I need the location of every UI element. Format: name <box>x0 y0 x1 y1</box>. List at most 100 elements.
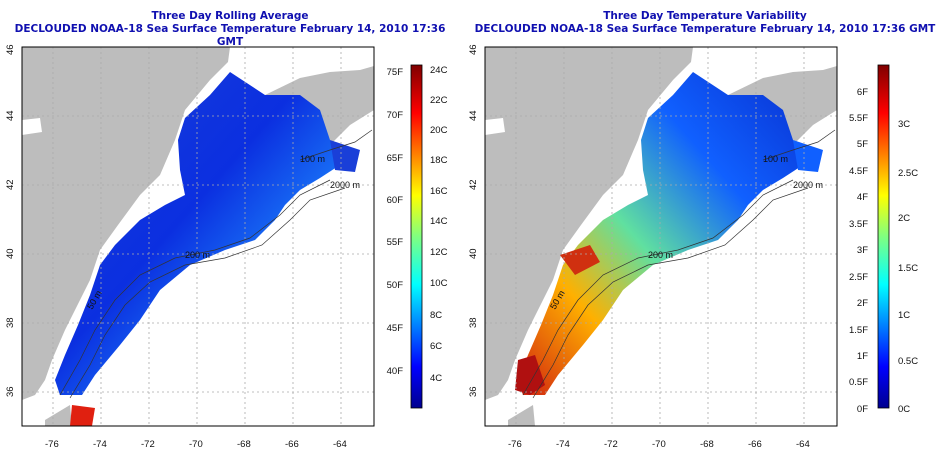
left-contour-label-2000m: 2000 m <box>330 180 360 190</box>
left-colorbar-fahrenheit-labels: 75F 70F 65F 60F 55F 50F 45F 40F <box>387 67 404 377</box>
left-lon-tick: -68 <box>237 439 251 450</box>
right-f-label: 2F <box>857 298 868 309</box>
left-c-label: 6C <box>430 341 442 352</box>
right-colorbar-celsius-labels: 3C 2.5C 2C 1.5C 1C 0.5C 0C <box>898 119 918 415</box>
right-c-label: 0C <box>898 404 910 415</box>
right-map-frame <box>484 46 838 427</box>
right-colorbar-gradient <box>877 64 890 409</box>
left-lat-tick: 36 <box>5 386 16 397</box>
left-lon-tick: -66 <box>285 439 299 450</box>
left-lat-tick: 46 <box>5 44 16 55</box>
right-contour-label-2000m: 2000 m <box>793 180 823 190</box>
left-map-graticule <box>22 47 374 426</box>
right-contour-label-100m: 100 m <box>763 154 788 164</box>
left-title-line1: Three Day Rolling Average <box>151 10 309 22</box>
right-f-label: 4F <box>857 192 868 203</box>
right-f-label: 2.5F <box>849 272 868 283</box>
left-c-label: 10C <box>430 278 448 289</box>
right-map-landmass-nova-scotia <box>728 66 837 148</box>
right-lat-tick: 44 <box>468 110 479 121</box>
right-map-panel: 200 m 100 m 2000 m 50 m -76 -74 -72 -70 … <box>468 44 838 450</box>
left-c-label: 24C <box>430 65 448 76</box>
left-map-landmass-capes <box>45 405 72 426</box>
left-map-warm-patch <box>70 405 95 426</box>
right-c-label: 0.5C <box>898 356 918 367</box>
right-map-landmass-us <box>485 47 693 400</box>
right-map-variability-scotian <box>793 140 823 172</box>
right-title-line1: Three Day Temperature Variability <box>603 10 807 22</box>
right-f-label: 0F <box>857 404 868 415</box>
left-lon-tick: -72 <box>141 439 155 450</box>
left-map-title: Three Day Rolling Average DECLOUDED NOAA… <box>0 10 460 49</box>
left-f-label: 75F <box>387 67 404 78</box>
right-map-hot-patch <box>560 245 600 275</box>
left-contour-label-100m: 100 m <box>300 154 325 164</box>
right-c-label: 3C <box>898 119 910 130</box>
left-map-sst-scotian <box>330 140 360 172</box>
left-lon-tick: -74 <box>93 439 107 450</box>
left-map-panel: 200 m 100 m 2000 m 50 m -76 -74 -72 -70 … <box>5 44 375 450</box>
right-lon-tick: -68 <box>700 439 714 450</box>
right-lon-tick: -66 <box>748 439 762 450</box>
right-map-bay <box>485 118 505 135</box>
right-map-lon-ticks: -76 -74 -72 -70 -68 -66 -64 <box>508 439 810 450</box>
left-c-label: 14C <box>430 216 448 227</box>
right-map-variability-field <box>518 72 803 395</box>
left-title-line2: DECLOUDED NOAA-18 Sea Surface Temperatur… <box>14 23 446 48</box>
left-contour-label-200m: 200 m <box>185 250 210 260</box>
right-c-label: 1.5C <box>898 263 918 274</box>
left-f-label: 40F <box>387 366 404 377</box>
right-title-line2: DECLOUDED NOAA-18 Sea Surface Temperatur… <box>474 23 936 35</box>
right-map-depth-contours <box>522 129 836 399</box>
left-f-label: 60F <box>387 195 404 206</box>
right-map-hot-patch <box>515 355 545 395</box>
left-lat-tick: 40 <box>5 248 16 259</box>
left-map-lon-ticks: -76 -74 -72 -70 -68 -66 -64 <box>45 439 347 450</box>
right-map-lat-ticks: 36 38 40 42 44 46 <box>468 44 479 397</box>
left-f-label: 55F <box>387 237 404 248</box>
right-map-title: Three Day Temperature Variability DECLOU… <box>460 10 950 36</box>
left-lon-tick: -70 <box>189 439 203 450</box>
right-colorbar: 6F 5.5F 5F 4.5F 4F 3.5F 3F 2.5F 2F 1.5F … <box>849 64 918 415</box>
right-f-label: 5.5F <box>849 113 868 124</box>
right-f-label: 5F <box>857 139 868 150</box>
left-lat-tick: 44 <box>5 110 16 121</box>
right-lon-tick: -76 <box>508 439 522 450</box>
right-lon-tick: -70 <box>652 439 666 450</box>
left-map-landmass-us <box>22 47 230 400</box>
right-lat-tick: 38 <box>468 317 479 328</box>
left-map-bay <box>22 118 42 135</box>
left-map-landmass-nova-scotia <box>265 66 374 148</box>
left-c-label: 16C <box>430 186 448 197</box>
left-c-label: 8C <box>430 310 442 321</box>
right-map-graticule <box>485 47 837 426</box>
left-map-sst-field <box>55 72 340 395</box>
right-lat-tick: 40 <box>468 248 479 259</box>
left-lon-tick: -64 <box>333 439 347 450</box>
left-c-label: 12C <box>430 247 448 258</box>
right-lon-tick: -72 <box>604 439 618 450</box>
left-colorbar: 75F 70F 65F 60F 55F 50F 45F 40F 24C 22C … <box>387 64 448 409</box>
left-c-label: 20C <box>430 125 448 136</box>
right-c-label: 2.5C <box>898 168 918 179</box>
left-map-depth-contours <box>59 129 373 399</box>
right-f-label: 1.5F <box>849 325 868 336</box>
right-lon-tick: -74 <box>556 439 570 450</box>
right-c-label: 2C <box>898 213 910 224</box>
right-lat-tick: 42 <box>468 179 479 190</box>
left-f-label: 65F <box>387 153 404 164</box>
right-lat-tick: 46 <box>468 44 479 55</box>
left-colorbar-gradient <box>410 64 423 409</box>
left-c-label: 4C <box>430 373 442 384</box>
left-map-lat-ticks: 36 38 40 42 44 46 <box>5 44 16 397</box>
left-colorbar-celsius-labels: 24C 22C 20C 18C 16C 14C 12C 10C 8C 6C 4C <box>430 65 448 384</box>
right-lon-tick: -64 <box>796 439 810 450</box>
left-lat-tick: 42 <box>5 179 16 190</box>
right-f-label: 3.5F <box>849 219 868 230</box>
left-c-label: 18C <box>430 155 448 166</box>
left-lon-tick: -76 <box>45 439 59 450</box>
right-f-label: 1F <box>857 351 868 362</box>
right-f-label: 3F <box>857 245 868 256</box>
right-f-label: 6F <box>857 87 868 98</box>
